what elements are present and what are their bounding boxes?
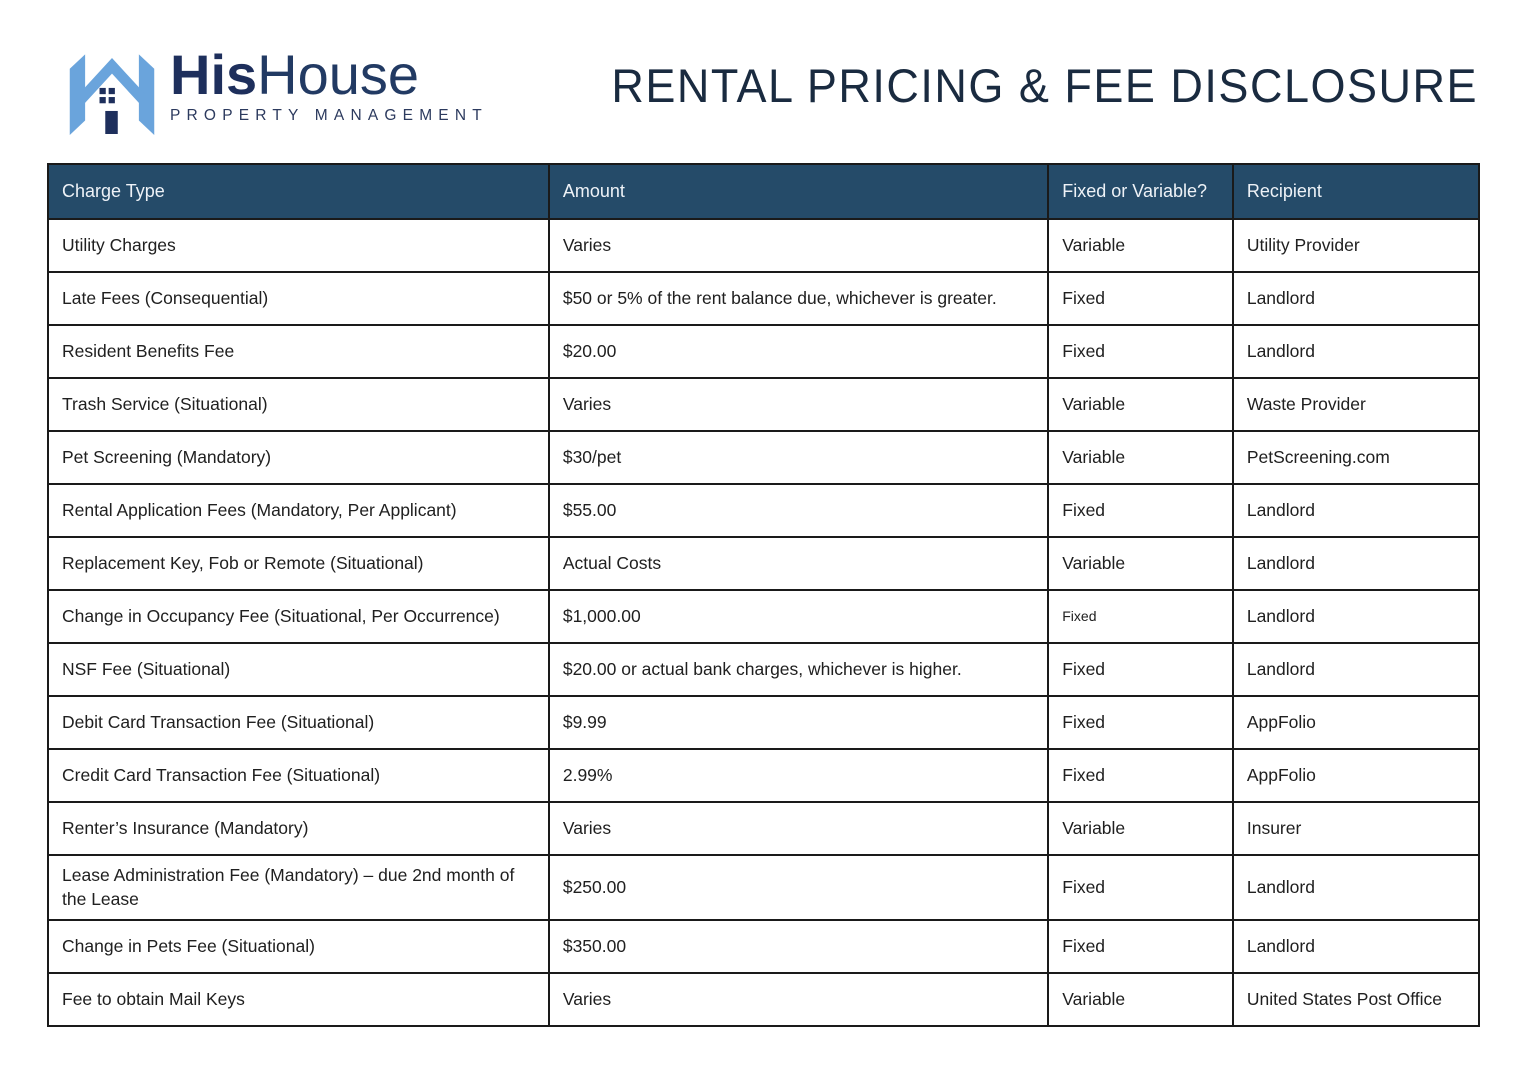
cell-recipient: Landlord <box>1231 324 1481 379</box>
cell-fixed-or-variable: Variable <box>1047 801 1234 856</box>
table-row: Debit Card Transaction Fee (Situational)… <box>47 695 1481 750</box>
column-header-charge-type: Charge Type <box>47 163 550 220</box>
cell-recipient: Landlord <box>1231 271 1481 326</box>
cell-amount: $20.00 <box>547 324 1050 379</box>
cell-fixed-or-variable: Variable <box>1047 972 1234 1028</box>
brand-tagline: PROPERTY MANAGEMENT <box>170 107 488 124</box>
cell-amount: Actual Costs <box>547 536 1050 591</box>
cell-recipient: AppFolio <box>1231 748 1481 803</box>
cell-charge-type: Change in Pets Fee (Situational) <box>47 919 550 975</box>
page-header: HisHouse PROPERTY MANAGEMENT RENTAL PRIC… <box>64 26 1478 146</box>
cell-amount: Varies <box>547 218 1050 273</box>
cell-amount: 2.99% <box>547 748 1050 803</box>
cell-amount: Varies <box>547 972 1050 1028</box>
cell-charge-type: Lease Administration Fee (Mandatory) – d… <box>47 853 550 922</box>
table-row: Late Fees (Consequential) $50 or 5% of t… <box>47 271 1481 326</box>
table-row: Change in Occupancy Fee (Situational, Pe… <box>47 589 1481 644</box>
cell-charge-type: Credit Card Transaction Fee (Situational… <box>47 748 550 803</box>
brand-name-regular: House <box>257 43 420 106</box>
cell-amount: $50 or 5% of the rent balance due, which… <box>547 271 1050 326</box>
cell-fixed-or-variable: Fixed <box>1047 919 1234 975</box>
cell-fixed-or-variable: Variable <box>1047 218 1234 273</box>
cell-amount: $1,000.00 <box>547 589 1050 644</box>
brand-text-block: HisHouse PROPERTY MANAGEMENT <box>170 47 488 125</box>
table-body: Utility Charges Varies Variable Utility … <box>47 218 1481 1028</box>
cell-charge-type: Debit Card Transaction Fee (Situational) <box>47 695 550 750</box>
cell-recipient: Landlord <box>1231 919 1481 975</box>
cell-recipient: United States Post Office <box>1231 972 1481 1028</box>
cell-fixed-or-variable: Fixed <box>1047 853 1234 922</box>
cell-charge-type: Change in Occupancy Fee (Situational, Pe… <box>47 589 550 644</box>
table-header: Charge Type Amount Fixed or Variable? Re… <box>47 163 1481 220</box>
cell-fixed-or-variable: Fixed <box>1047 748 1234 803</box>
cell-charge-type: Replacement Key, Fob or Remote (Situatio… <box>47 536 550 591</box>
cell-amount: Varies <box>547 801 1050 856</box>
cell-charge-type: Late Fees (Consequential) <box>47 271 550 326</box>
table-row: Resident Benefits Fee $20.00 Fixed Landl… <box>47 324 1481 379</box>
house-logo-icon <box>69 54 155 135</box>
cell-charge-type: NSF Fee (Situational) <box>47 642 550 697</box>
table-row: Replacement Key, Fob or Remote (Situatio… <box>47 536 1481 591</box>
table-row: Credit Card Transaction Fee (Situational… <box>47 748 1481 803</box>
cell-charge-type: Pet Screening (Mandatory) <box>47 430 550 485</box>
cell-fixed-or-variable: Variable <box>1047 430 1234 485</box>
table-row: Change in Pets Fee (Situational) $350.00… <box>47 919 1481 975</box>
cell-fixed-or-variable: Fixed <box>1047 642 1234 697</box>
cell-amount: Varies <box>547 377 1050 432</box>
table-row: Rental Application Fees (Mandatory, Per … <box>47 483 1481 538</box>
cell-amount: $20.00 or actual bank charges, whichever… <box>547 642 1050 697</box>
table-row: Trash Service (Situational) Varies Varia… <box>47 377 1481 432</box>
cell-amount: $350.00 <box>547 919 1050 975</box>
page-title: RENTAL PRICING & FEE DISCLOSURE <box>611 58 1478 113</box>
cell-fixed-or-variable: Variable <box>1047 377 1234 432</box>
cell-charge-type: Resident Benefits Fee <box>47 324 550 379</box>
table-row: NSF Fee (Situational) $20.00 or actual b… <box>47 642 1481 697</box>
cell-fixed-or-variable: Fixed <box>1047 324 1234 379</box>
cell-charge-type: Rental Application Fees (Mandatory, Per … <box>47 483 550 538</box>
cell-recipient: Landlord <box>1231 483 1481 538</box>
column-header-fixed-or-variable: Fixed or Variable? <box>1047 163 1234 220</box>
column-header-recipient: Recipient <box>1231 163 1481 220</box>
cell-fixed-or-variable: Fixed <box>1047 483 1234 538</box>
table-row: Lease Administration Fee (Mandatory) – d… <box>47 853 1481 922</box>
fees-table-container: Charge Type Amount Fixed or Variable? Re… <box>47 163 1481 1028</box>
table-row: Pet Screening (Mandatory) $30/pet Variab… <box>47 430 1481 485</box>
brand-name-bold: His <box>170 43 258 106</box>
cell-charge-type: Trash Service (Situational) <box>47 377 550 432</box>
cell-fixed-or-variable: Fixed <box>1047 589 1234 644</box>
cell-recipient: Utility Provider <box>1231 218 1481 273</box>
cell-charge-type: Utility Charges <box>47 218 550 273</box>
cell-amount: $250.00 <box>547 853 1050 922</box>
cell-recipient: AppFolio <box>1231 695 1481 750</box>
cell-amount: $9.99 <box>547 695 1050 750</box>
cell-fixed-or-variable: Variable <box>1047 536 1234 591</box>
cell-fixed-or-variable: Fixed <box>1047 271 1234 326</box>
company-logo: HisHouse PROPERTY MANAGEMENT <box>64 36 488 136</box>
cell-recipient: Insurer <box>1231 801 1481 856</box>
table-row: Utility Charges Varies Variable Utility … <box>47 218 1481 273</box>
cell-charge-type: Renter’s Insurance (Mandatory) <box>47 801 550 856</box>
brand-name: HisHouse <box>170 47 488 103</box>
cell-recipient: PetScreening.com <box>1231 430 1481 485</box>
cell-fixed-or-variable: Fixed <box>1047 695 1234 750</box>
cell-recipient: Landlord <box>1231 853 1481 922</box>
cell-charge-type: Fee to obtain Mail Keys <box>47 972 550 1028</box>
table-header-row: Charge Type Amount Fixed or Variable? Re… <box>47 163 1481 220</box>
column-header-amount: Amount <box>547 163 1050 220</box>
table-row: Renter’s Insurance (Mandatory) Varies Va… <box>47 801 1481 856</box>
cell-recipient: Landlord <box>1231 642 1481 697</box>
cell-recipient: Landlord <box>1231 536 1481 591</box>
cell-amount: $30/pet <box>547 430 1050 485</box>
fees-table: Charge Type Amount Fixed or Variable? Re… <box>47 163 1481 1028</box>
cell-amount: $55.00 <box>547 483 1050 538</box>
cell-recipient: Landlord <box>1231 589 1481 644</box>
cell-recipient: Waste Provider <box>1231 377 1481 432</box>
table-row: Fee to obtain Mail Keys Varies Variable … <box>47 972 1481 1028</box>
